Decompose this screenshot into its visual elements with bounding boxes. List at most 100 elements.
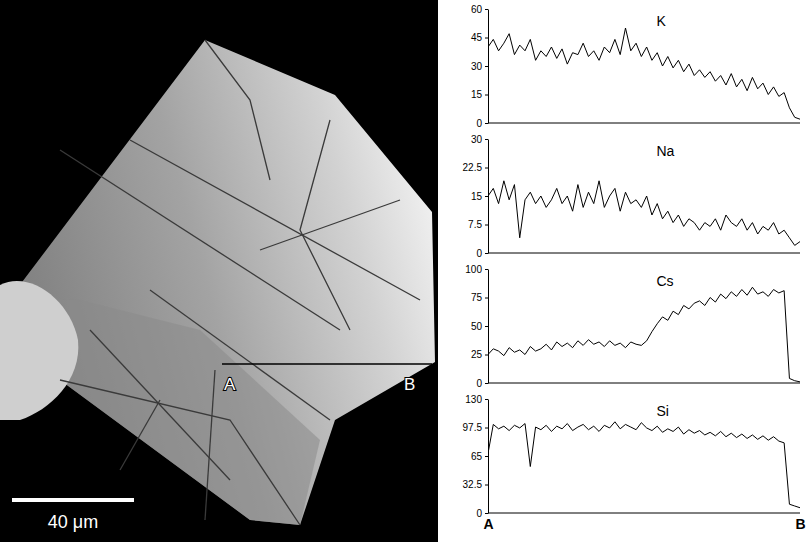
y-tick: 15 [471, 191, 488, 202]
tick-label: 130 [465, 394, 482, 405]
crack [300, 120, 350, 330]
tick-label: A [483, 516, 493, 532]
y-tick: 32.5 [463, 479, 488, 490]
axis-line [488, 400, 489, 514]
axis-line [488, 253, 800, 254]
x-tick: B [795, 513, 805, 532]
crack [205, 40, 270, 180]
axis-line [488, 513, 800, 514]
tick-label: 25 [471, 349, 483, 360]
tick-label: 30 [471, 61, 483, 72]
y-tick: 45 [471, 32, 488, 43]
crack [150, 290, 330, 420]
crystal [10, 40, 435, 525]
profile-panel: 015304560K [471, 4, 800, 129]
axis-line [488, 123, 800, 124]
y-tick: 15 [471, 89, 488, 100]
profile-panel: 0 7.5 15 22.5 30 Na [463, 134, 800, 259]
tick-label: 30 [471, 134, 483, 145]
profile-line [488, 287, 800, 382]
y-tick: 25 [471, 349, 488, 360]
element-label: Cs [656, 273, 673, 289]
y-axis: 0 7.5 15 22.5 30 [463, 134, 489, 259]
tick-label: 45 [471, 32, 483, 43]
y-tick: 7.5 [468, 219, 488, 230]
plot-area [488, 28, 800, 119]
tick-mark [485, 355, 488, 356]
y-tick: 75 [471, 292, 488, 303]
tick-mark [485, 225, 488, 226]
tick-label: 32.5 [463, 479, 483, 490]
grain [0, 281, 78, 420]
x-axis: AB [483, 513, 805, 532]
plot-area [488, 422, 800, 508]
tick-label: 0 [476, 508, 482, 519]
scale-label: 40 μm [48, 512, 98, 532]
tick-mark [485, 253, 488, 254]
tick-label: 0 [476, 378, 482, 389]
x-tick: A [483, 513, 493, 532]
tick-mark [485, 428, 488, 429]
y-tick: 50 [471, 321, 488, 332]
tick-label: 100 [465, 264, 482, 275]
tick-label: 22.5 [463, 162, 483, 173]
tick-label: 75 [471, 292, 483, 303]
y-tick: 0 [476, 118, 488, 129]
crack [120, 400, 160, 470]
tick-label: B [795, 516, 805, 532]
crack [205, 370, 215, 520]
y-tick: 65 [471, 451, 488, 462]
traverse-line [222, 363, 432, 365]
y-axis: 0 15 30 45 60 [471, 4, 489, 129]
tick-label: 0 [476, 248, 482, 259]
tick-mark [485, 139, 488, 140]
profile-line [488, 422, 800, 508]
plot-area [488, 287, 800, 382]
crack [130, 140, 420, 300]
y-tick: 30 [471, 134, 488, 145]
y-tick: 0 [476, 378, 488, 389]
tick-mark [485, 66, 488, 67]
point-label: A [224, 375, 236, 394]
plot-area [488, 181, 800, 246]
tick-label: 15 [471, 191, 483, 202]
y-tick: 22.5 [463, 162, 488, 173]
tick-label: 0 [476, 118, 482, 129]
x-axis [488, 383, 800, 384]
y-tick: 30 [471, 61, 488, 72]
y-tick: 0 [476, 248, 488, 259]
element-label: Si [656, 403, 668, 419]
profile-line [488, 181, 800, 246]
tick-label: 65 [471, 451, 483, 462]
tick-label: 50 [471, 321, 483, 332]
tick-label: 15 [471, 89, 483, 100]
profile-line [488, 28, 800, 119]
tick-mark [485, 399, 488, 400]
image-background [0, 0, 438, 542]
y-axis: 0 32.5 65 97.5 130 [463, 394, 489, 519]
tick-label: 7.5 [468, 219, 482, 230]
y-tick: 60 [471, 4, 488, 15]
y-tick: 130 [465, 394, 488, 405]
tick-mark [485, 326, 488, 327]
tick-mark [485, 38, 488, 39]
tick-mark [485, 9, 488, 10]
x-axis [488, 123, 800, 124]
tick-mark [485, 513, 488, 514]
tick-mark [485, 485, 488, 486]
tick-mark [485, 95, 488, 96]
element-label: Na [656, 143, 674, 159]
tick-mark [485, 456, 488, 457]
y-tick: 100 [465, 264, 488, 275]
y-tick: 97.5 [463, 422, 488, 433]
y-axis: 0 25 50 75 100 [465, 264, 488, 389]
scale-bar [12, 498, 134, 502]
crack [260, 200, 400, 250]
axis-line [488, 270, 489, 384]
axis-line [488, 140, 489, 254]
axis-line [488, 383, 800, 384]
tick-mark [485, 383, 488, 384]
tick-mark [485, 298, 488, 299]
profile-panel: 0 25 50 75 100 Cs [465, 264, 800, 389]
x-axis [488, 253, 800, 254]
